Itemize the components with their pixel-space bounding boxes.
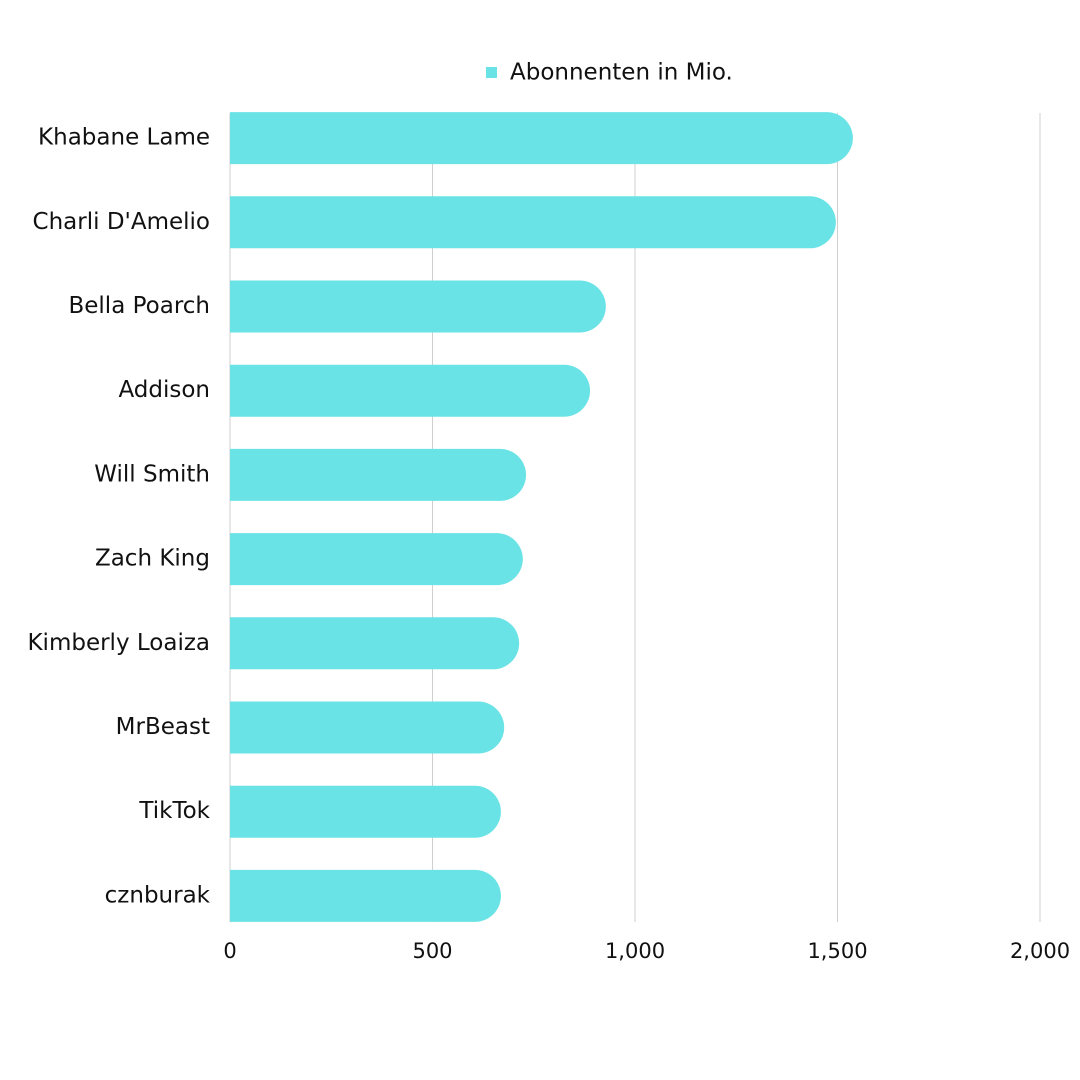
x-tick-label: 0: [223, 939, 236, 963]
bar: [230, 785, 501, 838]
bar: [230, 196, 836, 249]
y-tick-label: Khabane Lame: [38, 125, 210, 151]
x-tick-label: 500: [412, 939, 452, 963]
y-tick-label: MrBeast: [116, 714, 210, 740]
y-tick-label: Will Smith: [94, 461, 210, 487]
legend-label: Abonnenten in Mio.: [510, 60, 733, 86]
y-tick-label: Zach King: [95, 546, 210, 572]
bar: [230, 448, 527, 501]
bar: [230, 112, 853, 165]
y-tick-label: Kimberly Loaiza: [27, 630, 210, 656]
x-tick-label: 2,000: [1010, 939, 1070, 963]
y-tick-label: Charli D'Amelio: [33, 209, 210, 235]
y-tick-label: Bella Poarch: [68, 293, 210, 319]
bar: [230, 701, 505, 754]
bar: [230, 364, 591, 417]
y-tick-label: Addison: [118, 377, 210, 403]
y-tick-label: TikTok: [138, 798, 210, 824]
bar: [230, 617, 520, 670]
y-tick-label: cznburak: [105, 882, 211, 908]
legend-swatch: [486, 67, 497, 78]
x-tick-label: 1,000: [605, 939, 665, 963]
bar: [230, 869, 501, 922]
bar: [230, 533, 523, 586]
bar: [230, 280, 606, 333]
x-tick-label: 1,500: [807, 939, 867, 963]
